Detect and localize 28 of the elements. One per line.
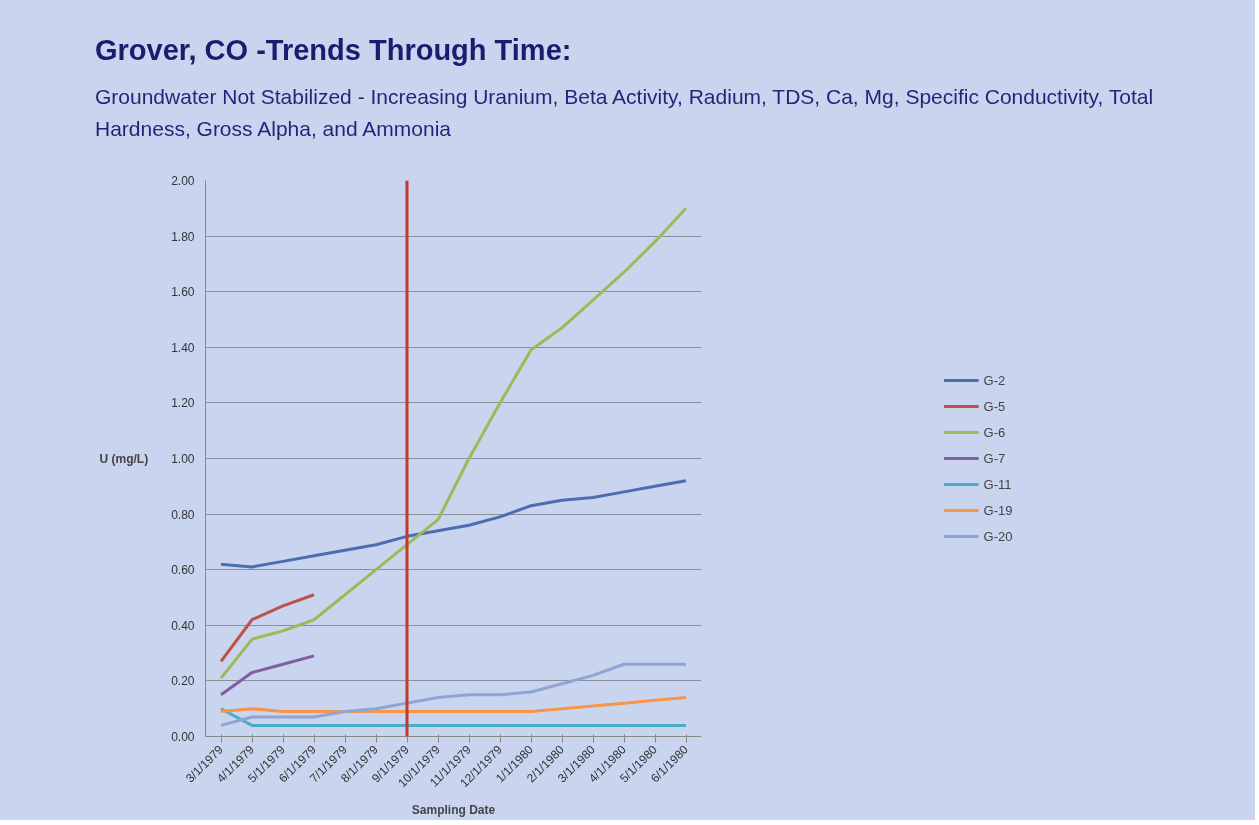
y-axis-title: U (mg/L) bbox=[99, 451, 149, 466]
chart-subtitle: Groundwater Not Stabilized - Increasing Uranium, Beta Activity, Radium, TDS, Ca, Mg, Specific Conductivity, Total Hardness, Gross Alpha, and Ammonia bbox=[95, 84, 1155, 142]
line-series bbox=[219, 479, 688, 569]
y-tick-label: 1.80 bbox=[171, 229, 195, 244]
legend-label: G-7 bbox=[983, 450, 1006, 466]
y-tick-label: 0.80 bbox=[171, 507, 195, 522]
legend-label: G-20 bbox=[983, 528, 1013, 544]
legend-label: G-2 bbox=[983, 372, 1006, 388]
y-tick-label: 1.00 bbox=[171, 452, 195, 466]
line-series bbox=[219, 662, 688, 727]
y-tick-label: 1.40 bbox=[171, 340, 195, 355]
y-tick-label: 0.60 bbox=[171, 563, 195, 578]
line-series bbox=[219, 593, 316, 663]
legend-label: G-5 bbox=[983, 398, 1006, 414]
line-series bbox=[219, 696, 688, 713]
y-tick-label: 0.00 bbox=[171, 730, 195, 744]
legend-label: G-11 bbox=[983, 476, 1012, 492]
y-tick-label: 1.20 bbox=[171, 396, 195, 411]
y-tick-label: 2.00 bbox=[171, 174, 195, 188]
y-tick-label: 0.20 bbox=[171, 674, 195, 689]
line-series bbox=[219, 654, 316, 697]
legend-label: G-6 bbox=[983, 424, 1006, 440]
legend-label: G-19 bbox=[983, 502, 1013, 518]
x-axis-title: Sampling Date bbox=[411, 803, 496, 818]
chart-title: Grover, CO -Trends Through Time: bbox=[95, 33, 573, 68]
y-tick-label: 0.40 bbox=[171, 618, 195, 633]
y-tick-label: 1.60 bbox=[171, 285, 195, 300]
line-series bbox=[219, 206, 688, 680]
